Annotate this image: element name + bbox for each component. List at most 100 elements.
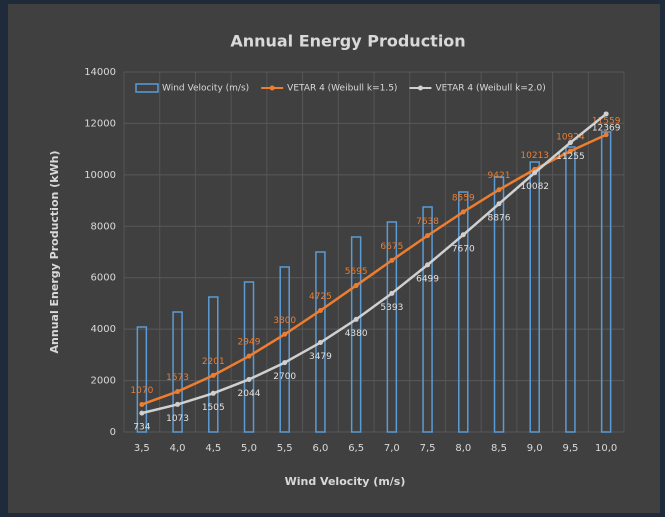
legend-marker bbox=[269, 85, 275, 91]
y-tick-label: 10000 bbox=[84, 170, 116, 181]
data-label: 7638 bbox=[416, 217, 439, 227]
marker bbox=[460, 209, 466, 215]
data-label: 3800 bbox=[273, 316, 296, 326]
bar bbox=[208, 296, 219, 433]
bar bbox=[315, 251, 326, 433]
chart-title: Annual Energy Production bbox=[230, 32, 465, 51]
line bbox=[141, 133, 607, 406]
legend-label: Wind Velocity (m/s) bbox=[162, 84, 249, 94]
marker bbox=[139, 401, 145, 407]
bar bbox=[386, 221, 398, 433]
data-label: 8559 bbox=[452, 193, 475, 203]
data-label: 1573 bbox=[166, 373, 189, 383]
x-tick-label: 8,5 bbox=[491, 443, 507, 454]
data-label: 1073 bbox=[166, 414, 189, 424]
x-tick-label: 4,0 bbox=[170, 443, 186, 454]
marker bbox=[567, 148, 573, 154]
marker bbox=[246, 376, 252, 382]
y-tick-label: 2000 bbox=[91, 376, 116, 387]
data-label: 8876 bbox=[488, 213, 511, 223]
x-tick-label: 8,0 bbox=[455, 443, 471, 454]
y-tick-label: 14000 bbox=[84, 67, 116, 78]
x-tick-label: 9,5 bbox=[562, 443, 578, 454]
x-tick-label: 10,0 bbox=[595, 443, 617, 454]
x-tick-label: 7,0 bbox=[384, 443, 400, 454]
data-label: 6675 bbox=[380, 242, 403, 252]
marker bbox=[139, 410, 145, 416]
data-label: 4380 bbox=[345, 329, 368, 339]
x-tick-label: 3,5 bbox=[134, 443, 150, 454]
data-label: 6499 bbox=[416, 274, 439, 284]
data-label: 11255 bbox=[556, 152, 585, 162]
x-tick-label: 9,0 bbox=[527, 443, 543, 454]
x-axis-label: Wind Velocity (m/s) bbox=[285, 475, 406, 488]
legend-label: VETAR 4 (Weibull k=2.0) bbox=[435, 84, 545, 94]
x-tick-label: 7,5 bbox=[420, 443, 436, 454]
marker bbox=[317, 308, 323, 313]
x-tick-label: 5,0 bbox=[241, 443, 257, 454]
data-label: 11559 bbox=[592, 116, 621, 126]
data-label: 1070 bbox=[130, 386, 153, 396]
marker bbox=[175, 401, 181, 407]
marker bbox=[175, 389, 181, 395]
bar bbox=[172, 311, 183, 433]
data-label: 2700 bbox=[273, 372, 296, 382]
data-label: 1505 bbox=[202, 403, 225, 413]
legend-swatch bbox=[135, 83, 159, 93]
bar bbox=[243, 281, 255, 433]
marker bbox=[567, 140, 573, 146]
bar bbox=[422, 206, 433, 433]
marker bbox=[317, 340, 323, 346]
data-label: 7670 bbox=[452, 244, 475, 254]
data-label: 3479 bbox=[309, 352, 332, 362]
marker bbox=[246, 353, 252, 359]
data-label: 2949 bbox=[238, 338, 261, 348]
marker bbox=[389, 290, 395, 296]
marker bbox=[282, 331, 288, 337]
bar bbox=[279, 266, 290, 433]
legend-label: VETAR 4 (Weibull k=1.5) bbox=[287, 84, 397, 94]
marker bbox=[425, 262, 431, 268]
bar bbox=[458, 191, 469, 433]
y-tick-label: 0 bbox=[110, 427, 116, 438]
data-label: 5393 bbox=[380, 303, 403, 313]
x-tick-label: 6,5 bbox=[348, 443, 364, 454]
data-label: 12369 bbox=[592, 123, 621, 133]
marker bbox=[496, 187, 502, 193]
marker bbox=[603, 132, 609, 138]
x-tick-label: 5,5 bbox=[277, 443, 293, 454]
line bbox=[141, 112, 607, 415]
marker bbox=[282, 360, 288, 366]
data-label: 10924 bbox=[556, 133, 585, 143]
bar bbox=[529, 161, 540, 433]
marker bbox=[389, 257, 395, 263]
bar bbox=[565, 146, 576, 433]
marker bbox=[353, 316, 359, 322]
marker bbox=[210, 390, 216, 396]
data-label: 9421 bbox=[488, 171, 511, 181]
bar bbox=[493, 176, 505, 433]
x-tick-label: 6,0 bbox=[312, 443, 328, 454]
y-tick-label: 6000 bbox=[91, 273, 116, 284]
data-label: 734 bbox=[133, 423, 150, 433]
marker bbox=[532, 170, 538, 176]
bar bbox=[350, 236, 362, 433]
y-tick-label: 12000 bbox=[84, 118, 116, 129]
data-label: 2044 bbox=[238, 389, 261, 399]
data-label: 5695 bbox=[345, 267, 368, 277]
data-label: 2201 bbox=[202, 357, 225, 367]
marker bbox=[425, 233, 431, 239]
y-tick-label: 8000 bbox=[91, 221, 116, 232]
data-label: 10082 bbox=[520, 182, 549, 192]
x-tick-label: 4,5 bbox=[205, 443, 221, 454]
marker bbox=[210, 372, 216, 378]
data-label: 4725 bbox=[309, 292, 332, 302]
y-tick-label: 4000 bbox=[91, 324, 116, 335]
bar bbox=[136, 326, 148, 433]
marker bbox=[603, 111, 609, 117]
marker bbox=[460, 232, 466, 238]
legend-marker bbox=[417, 85, 423, 91]
marker bbox=[496, 201, 502, 207]
marker bbox=[353, 283, 359, 289]
